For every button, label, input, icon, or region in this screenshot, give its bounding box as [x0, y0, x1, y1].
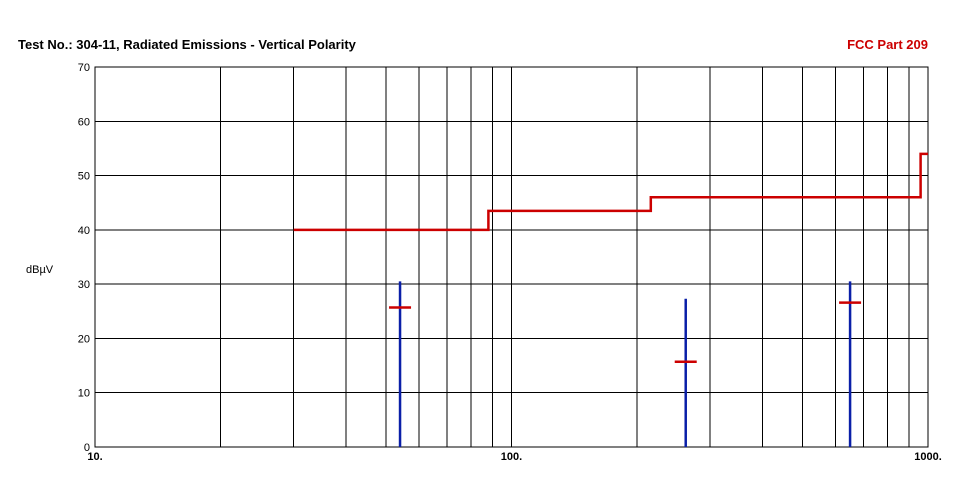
- x-tick-label: 10.: [87, 451, 102, 463]
- y-tick-label: 60: [78, 116, 90, 128]
- y-tick-labels: 0 10 20 30 40 50 60 70: [78, 62, 90, 454]
- y-tick-label: 30: [78, 279, 90, 291]
- x-tick-label: 100.: [501, 451, 522, 463]
- y-tick-label: 70: [78, 62, 90, 74]
- chart-title: Test No.: 304-11, Radiated Emissions - V…: [18, 37, 357, 52]
- limit-line: [293, 152, 928, 232]
- x-tick-labels: 10. 100. 1000.: [87, 451, 941, 463]
- y-tick-label: 40: [78, 225, 90, 237]
- plot-border: [94, 66, 929, 448]
- spec-label: FCC Part 209: [847, 37, 928, 52]
- y-tick-label: 20: [78, 333, 90, 345]
- y-axis-label: dBµV: [26, 264, 54, 276]
- y-tick-label: 10: [78, 388, 90, 400]
- y-tick-label: 0: [84, 442, 90, 454]
- x-tick-label: 1000.: [914, 451, 942, 463]
- series: [293, 152, 928, 447]
- y-tick-label: 50: [78, 171, 90, 183]
- grid: [94, 66, 929, 448]
